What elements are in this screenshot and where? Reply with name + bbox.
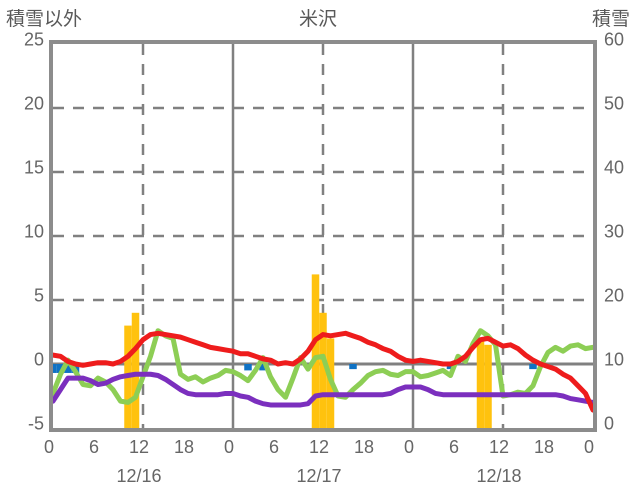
x-axis-tick-label: 12 [488, 437, 510, 457]
y-axis-tick-label: 0 [33, 349, 44, 370]
left-axis-unit-label: 積雪以外 [6, 9, 83, 30]
snow-depth-bar [131, 312, 140, 428]
y-axis-tick-label: 25 [23, 29, 44, 50]
y-axis-tick-label: 15 [23, 157, 44, 178]
precipitation-bar [244, 364, 252, 371]
dewpoint-line [53, 371, 593, 408]
x-axis-tick-label: 18 [173, 437, 195, 457]
chart-canvas [53, 44, 593, 428]
precipitation-bar [64, 364, 72, 373]
x-axis-tick-label: 6 [88, 437, 100, 457]
precipitation-bar [56, 364, 65, 373]
temperature-line [53, 330, 593, 413]
snow-depth-bar [311, 274, 320, 428]
y2-axis-tick-label: 60 [604, 29, 625, 50]
y2-axis-tick-label: 30 [604, 221, 625, 242]
y2-axis-tick-label: 10 [604, 349, 625, 370]
x-axis-date-label: 12/16 [116, 466, 162, 486]
plot-inner [53, 44, 593, 428]
y2-axis-tick-label: 0 [604, 413, 615, 434]
precipitation-bar [259, 364, 267, 371]
plot-area [49, 40, 597, 432]
y-axis-tick-label: 10 [23, 221, 44, 242]
right-axis-unit-label: 積雪 [591, 9, 630, 30]
precipitation-bar [53, 364, 57, 373]
x-axis-tick-label: 0 [583, 437, 595, 457]
precipitation-bar [446, 364, 455, 370]
x-axis-tick-label: 0 [43, 437, 55, 457]
x-axis-tick-label: 0 [403, 437, 415, 457]
snow-depth-bar [319, 312, 327, 428]
chart-title: 米沢 [298, 9, 337, 30]
y2-axis-tick-label: 50 [604, 93, 625, 114]
y-axis-tick-label: -5 [27, 413, 44, 434]
snow-depth-bar [484, 344, 492, 428]
x-axis-tick-label: 6 [268, 437, 280, 457]
x-axis-tick-label: 18 [533, 437, 555, 457]
precipitation-bar [349, 364, 357, 370]
y-axis-tick-label: 5 [33, 285, 44, 306]
y2-axis-tick-label: 20 [604, 285, 625, 306]
x-axis-date-label: 12/18 [476, 466, 522, 486]
x-axis-tick-label: 6 [448, 437, 460, 457]
x-axis-tick-label: 0 [223, 437, 235, 457]
x-axis-tick-label: 18 [353, 437, 375, 457]
x-axis-tick-label: 12 [308, 437, 330, 457]
x-axis-date-label: 12/17 [296, 466, 342, 486]
precipitation-bar [529, 364, 537, 370]
y-axis-tick-label: 20 [23, 93, 44, 114]
y2-axis-tick-label: 40 [604, 157, 625, 178]
snow-depth-bar [476, 338, 485, 428]
x-axis-tick-label: 12 [128, 437, 150, 457]
